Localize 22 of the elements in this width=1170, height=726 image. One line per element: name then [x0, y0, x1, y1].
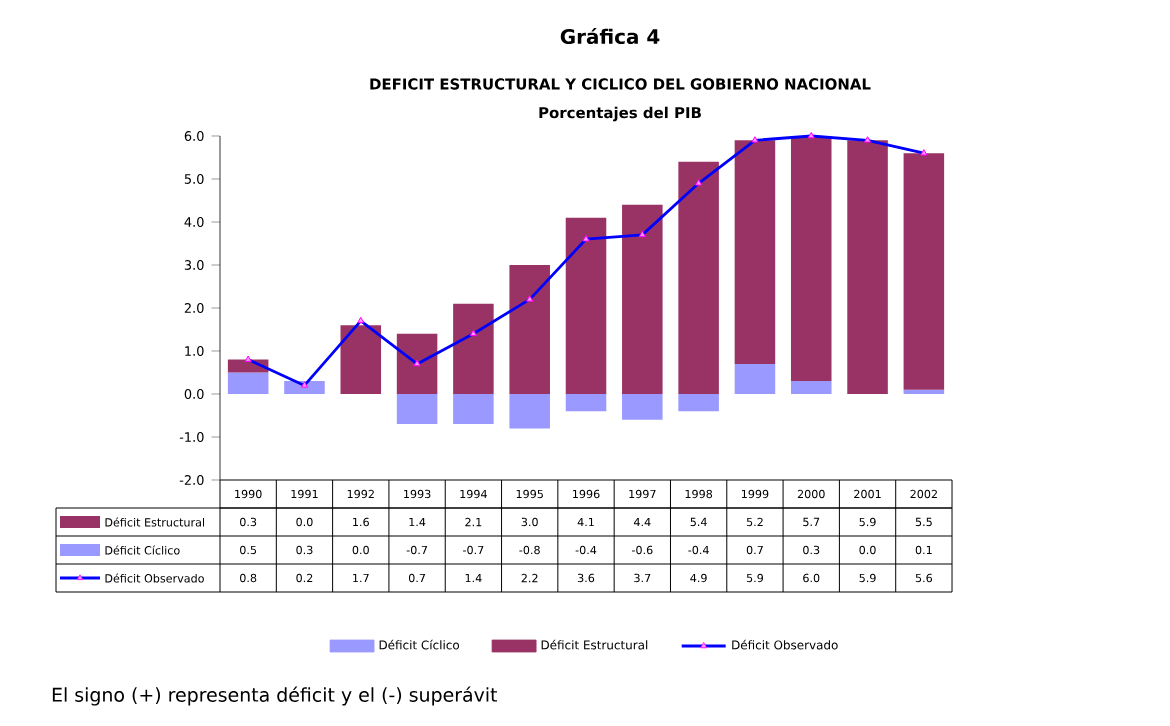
bar: [622, 394, 663, 420]
bar: [790, 381, 832, 394]
bar: [565, 217, 607, 394]
bar: [678, 161, 719, 394]
bar: [565, 394, 607, 412]
bar: [396, 333, 438, 394]
bar: [622, 204, 663, 394]
bar: [734, 140, 776, 364]
bar: [734, 363, 776, 394]
bar: [453, 303, 494, 394]
text: El signo (+) representa déficit y el (-) superávit: [52, 686, 498, 706]
bar: [847, 140, 888, 394]
bar: [509, 394, 550, 429]
bar: [340, 325, 382, 394]
bar: [790, 135, 832, 382]
text: Gráfica 4: [560, 27, 660, 45]
bar: [227, 372, 269, 394]
bar: [396, 394, 438, 425]
bar: [509, 265, 550, 394]
bar: [678, 394, 719, 412]
bar: [903, 153, 945, 390]
bar: [453, 394, 494, 425]
